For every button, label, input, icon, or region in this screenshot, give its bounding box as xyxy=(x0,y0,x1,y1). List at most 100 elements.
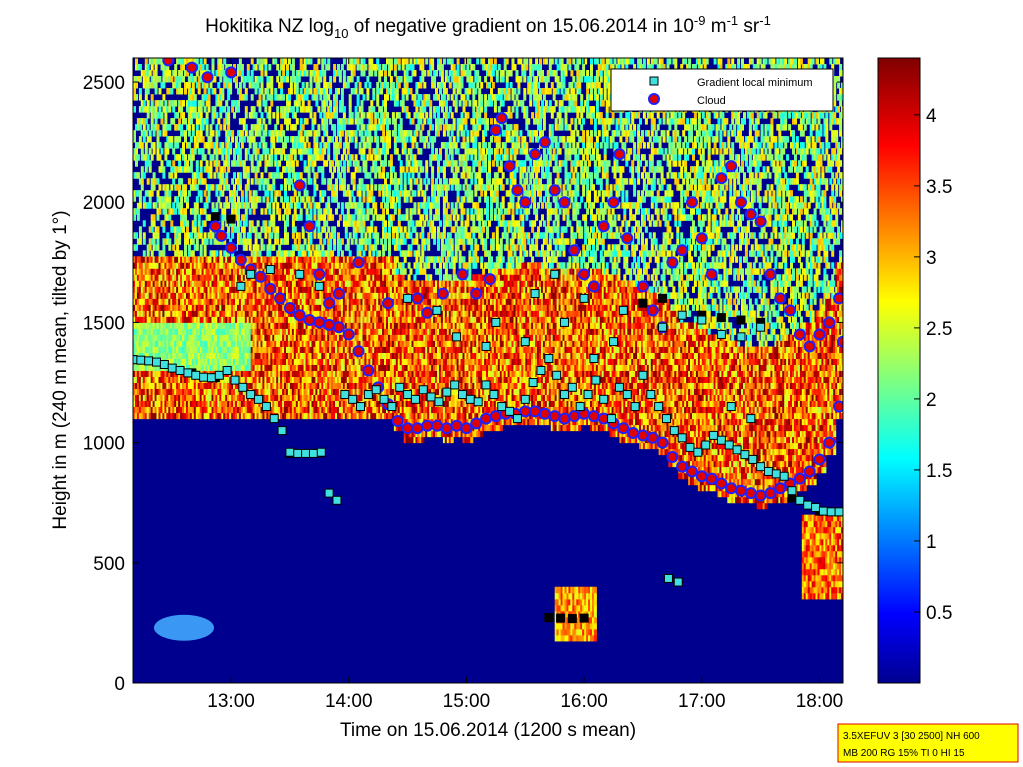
heatmap-cell xyxy=(217,268,221,275)
heatmap-cell xyxy=(184,70,187,77)
heatmap-cell xyxy=(205,400,209,407)
heatmap-cell xyxy=(205,166,209,173)
heatmap-cell xyxy=(229,280,233,287)
heatmap-cell xyxy=(168,334,172,341)
heatmap-cell xyxy=(252,148,256,155)
heatmap-cell xyxy=(272,214,276,221)
heatmap-cell xyxy=(205,388,209,395)
heatmap-cell xyxy=(172,322,176,329)
heatmap-cell xyxy=(291,400,295,407)
heatmap-cell xyxy=(284,322,287,329)
heatmap-cell xyxy=(207,106,211,113)
heatmap-cell xyxy=(217,262,221,269)
heatmap-cell xyxy=(187,364,191,371)
heatmap-cell xyxy=(187,244,191,251)
heatmap-cell xyxy=(176,394,180,401)
heatmap-cell xyxy=(276,268,280,275)
heatmap-cell xyxy=(264,352,268,359)
heatmap-cell xyxy=(329,244,333,251)
heatmap-cell xyxy=(317,82,321,89)
heatmap-cell xyxy=(217,304,221,311)
heatmap-cell xyxy=(286,124,289,131)
heatmap-cell xyxy=(158,256,162,263)
heatmap-cell xyxy=(331,172,335,179)
heatmap-cell xyxy=(280,196,284,203)
heatmap-cell xyxy=(168,70,172,77)
heatmap-cell xyxy=(186,340,189,347)
heatmap-cell xyxy=(272,304,276,311)
heatmap-cell xyxy=(152,376,156,383)
heatmap-cell xyxy=(142,328,146,335)
heatmap-cell xyxy=(195,70,199,77)
heatmap-cell xyxy=(250,94,254,101)
heatmap-cell xyxy=(199,172,203,179)
heatmap-cell xyxy=(154,232,158,239)
heatmap-cell xyxy=(193,202,197,209)
heatmap-cell xyxy=(256,310,260,317)
heatmap-cell xyxy=(221,142,225,149)
heatmap-cell xyxy=(250,346,254,353)
heatmap-cell xyxy=(213,382,217,389)
heatmap-cell xyxy=(268,292,272,299)
heatmap-cell xyxy=(148,394,152,401)
heatmap-cell xyxy=(227,250,231,257)
heatmap-cell xyxy=(264,208,268,215)
heatmap-cell xyxy=(152,280,156,287)
heatmap-cell xyxy=(329,208,333,215)
heatmap-cell xyxy=(246,148,250,155)
heatmap-cell xyxy=(252,124,256,131)
heatmap-cell xyxy=(150,286,154,293)
heatmap-cell xyxy=(293,394,297,401)
heatmap-cell xyxy=(154,412,158,420)
heatmap-cell xyxy=(191,106,195,113)
heatmap-cell xyxy=(280,268,284,275)
heatmap-cell xyxy=(170,382,174,389)
heatmap-cell xyxy=(284,232,287,239)
heatmap-cell xyxy=(162,262,166,269)
heatmap-cell xyxy=(146,412,150,420)
heatmap-cell xyxy=(180,58,184,65)
heatmap-cell xyxy=(262,328,266,335)
heatmap-cell xyxy=(160,400,164,407)
heatmap-cell xyxy=(172,388,176,395)
heatmap-cell xyxy=(193,244,197,251)
heatmap-cell xyxy=(146,370,150,377)
heatmap-cell xyxy=(282,262,286,269)
heatmap-cell xyxy=(348,160,352,167)
heatmap-cell xyxy=(189,118,193,125)
heatmap-cell xyxy=(286,328,289,335)
heatmap-cell xyxy=(195,244,199,251)
heatmap-cell xyxy=(205,64,209,71)
heatmap-cell xyxy=(217,292,221,299)
heatmap-cell xyxy=(205,334,209,341)
heatmap-cell xyxy=(135,346,138,353)
heatmap-cell xyxy=(160,280,164,287)
heatmap-cell xyxy=(199,190,203,197)
heatmap-cell xyxy=(172,412,176,420)
heatmap-cell xyxy=(135,286,138,293)
heatmap-cell xyxy=(215,190,219,197)
heatmap-cell xyxy=(268,172,272,179)
heatmap-cell xyxy=(154,88,158,95)
heatmap-cell xyxy=(291,232,295,239)
heatmap-cell xyxy=(293,226,297,233)
heatmap-cell xyxy=(209,322,213,329)
heatmap-cell xyxy=(184,328,187,335)
heatmap-cell xyxy=(142,310,146,317)
heatmap-cell xyxy=(323,106,327,113)
heatmap-cell xyxy=(152,316,156,323)
heatmap-cell xyxy=(227,292,231,299)
heatmap-cell xyxy=(203,166,207,173)
heatmap-cell xyxy=(142,292,146,299)
heatmap-cell xyxy=(193,58,197,65)
heatmap-cell xyxy=(237,226,240,233)
heatmap-cell xyxy=(244,106,248,113)
heatmap-cell xyxy=(158,88,162,95)
heatmap-cell xyxy=(199,388,203,395)
heatmap-cell xyxy=(209,298,213,305)
heatmap-cell xyxy=(162,172,166,179)
heatmap-cell xyxy=(176,274,180,281)
heatmap-cell xyxy=(227,82,231,89)
heatmap-cell xyxy=(254,244,258,251)
heatmap-cell xyxy=(215,280,219,287)
